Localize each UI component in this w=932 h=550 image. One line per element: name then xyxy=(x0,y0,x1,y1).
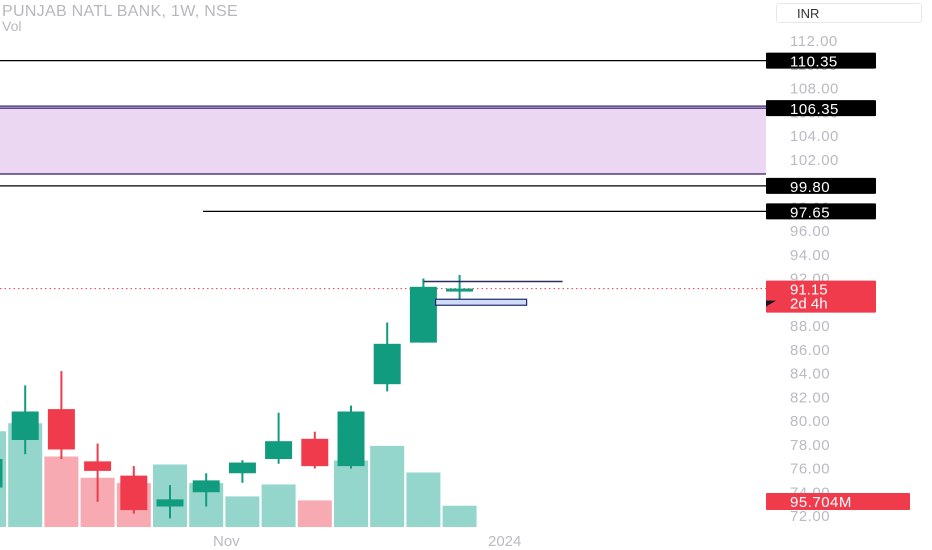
volume-bar xyxy=(334,460,368,527)
y-tick-label: 88.00 xyxy=(790,318,830,335)
volume-bar xyxy=(406,472,441,527)
x-tick-label: Nov xyxy=(213,533,240,550)
candle-body xyxy=(120,475,148,511)
y-tick-label: 112.00 xyxy=(790,33,838,50)
candle-body xyxy=(84,461,112,471)
last-price-tag-bg xyxy=(766,280,876,313)
candle-body xyxy=(301,438,329,467)
volume-bar xyxy=(370,445,405,527)
x-tick-label: 2024 xyxy=(488,533,521,550)
price-arrow-icon xyxy=(766,300,776,307)
y-tick-label: 108.00 xyxy=(790,81,839,98)
level-price-tag: 110.35 xyxy=(790,54,838,71)
volume-tag-bg xyxy=(766,493,910,510)
resistance-zone xyxy=(0,108,766,174)
volume-bar xyxy=(225,496,260,527)
y-tick-label: 76.00 xyxy=(790,461,830,478)
y-tick-label: 72.00 xyxy=(790,508,830,525)
candle-body xyxy=(156,499,184,507)
volume-bar xyxy=(297,500,332,527)
y-tick-label: 102.00 xyxy=(790,152,839,169)
last-price-value: 91.15 xyxy=(790,282,828,299)
y-tick-label: 84.00 xyxy=(790,366,830,383)
chart-title: PUNJAB NATL BANK, 1W, NSE xyxy=(2,3,238,20)
volume-bar xyxy=(261,484,296,527)
level-price-tag: 97.65 xyxy=(790,204,830,221)
y-tick-label: 96.00 xyxy=(790,223,830,240)
volume-value-label: 95.704M xyxy=(790,494,852,511)
target-box-marker xyxy=(435,298,528,306)
volume-bar xyxy=(44,456,79,527)
candle-body xyxy=(228,462,256,474)
candle-body xyxy=(192,480,220,493)
level-price-tag: 99.80 xyxy=(790,179,830,196)
y-tick-label: 80.00 xyxy=(790,413,830,430)
candle-body xyxy=(47,409,75,450)
level-price-tag-bg xyxy=(766,177,876,194)
zone-price-tag: 106.35 xyxy=(790,101,839,118)
y-tick-label: 78.00 xyxy=(790,437,830,454)
candle-body xyxy=(373,343,401,385)
level-price-tag-bg xyxy=(766,203,876,220)
candle-body xyxy=(409,286,437,343)
candle-body xyxy=(265,441,293,459)
currency-selector[interactable]: INR xyxy=(776,3,922,23)
volume-indicator-label: Vol xyxy=(2,18,22,34)
zone-price-tag-bg xyxy=(766,100,876,117)
level-price-tag-bg xyxy=(766,52,876,69)
volume-bar xyxy=(442,505,477,527)
candle-body xyxy=(446,288,474,292)
last-price-countdown: 2d 4h xyxy=(790,296,828,313)
candle-body xyxy=(11,411,39,440)
y-tick-label: 82.00 xyxy=(790,389,830,406)
y-tick-label: 86.00 xyxy=(790,342,830,359)
y-tick-label: 104.00 xyxy=(790,128,839,145)
y-tick-label: 94.00 xyxy=(790,247,830,264)
candle-body xyxy=(0,459,3,488)
volume-bar xyxy=(0,431,6,527)
candle-body xyxy=(337,411,365,467)
